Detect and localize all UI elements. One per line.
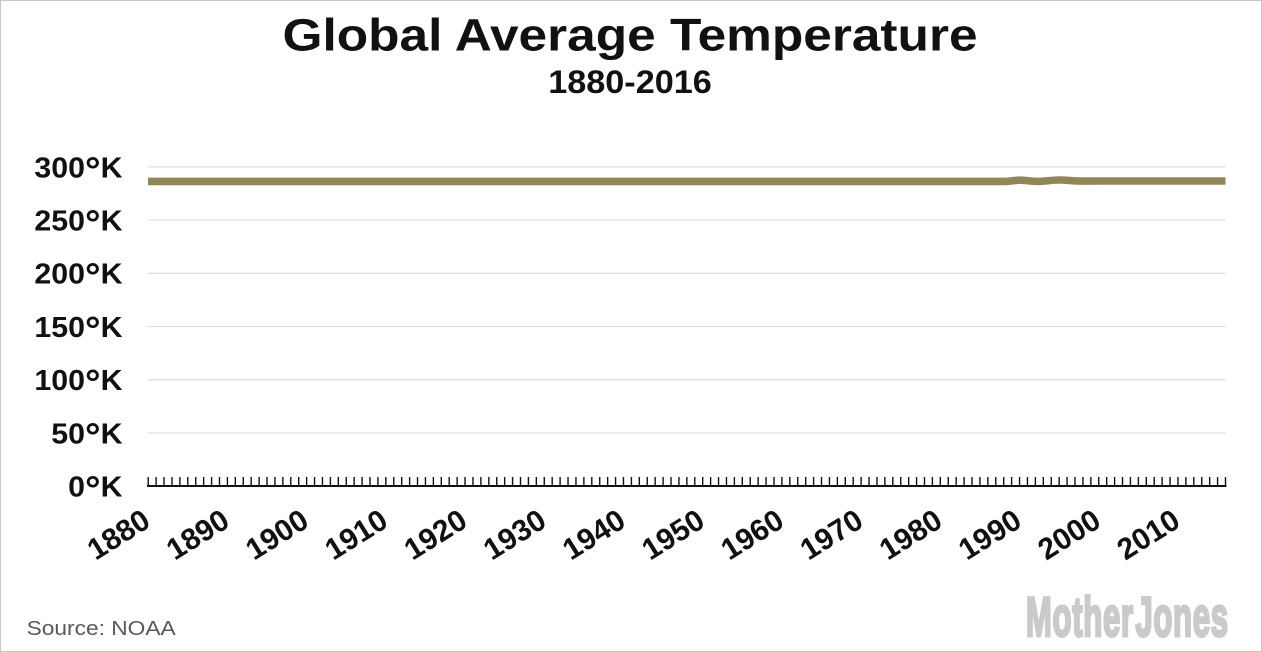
svg-text:150°K: 150°K [34, 310, 123, 351]
svg-text:1990: 1990 [953, 503, 1027, 566]
svg-text:1910: 1910 [319, 503, 393, 566]
svg-text:1880-2016: 1880-2016 [548, 65, 712, 101]
svg-text:1930: 1930 [478, 503, 552, 566]
svg-text:2000: 2000 [1032, 503, 1106, 566]
svg-text:1950: 1950 [636, 503, 710, 566]
svg-text:Global Average Temperature: Global Average Temperature [282, 10, 977, 61]
svg-text:1920: 1920 [399, 503, 473, 566]
svg-text:1900: 1900 [240, 503, 314, 566]
svg-text:0°K: 0°K [68, 470, 123, 511]
svg-text:50°K: 50°K [51, 417, 123, 458]
svg-text:1980: 1980 [874, 503, 948, 566]
svg-text:100°K: 100°K [34, 363, 123, 404]
svg-text:250°K: 250°K [34, 204, 123, 245]
svg-text:1880: 1880 [82, 503, 156, 566]
svg-text:1890: 1890 [161, 503, 235, 566]
svg-text:1970: 1970 [795, 503, 869, 566]
svg-text:1960: 1960 [716, 503, 790, 566]
svg-text:300°K: 300°K [34, 151, 123, 192]
svg-text:200°K: 200°K [34, 257, 123, 298]
svg-text:Source: NOAA: Source: NOAA [27, 617, 177, 639]
svg-text:2010: 2010 [1112, 503, 1186, 566]
svg-text:1940: 1940 [557, 503, 631, 566]
